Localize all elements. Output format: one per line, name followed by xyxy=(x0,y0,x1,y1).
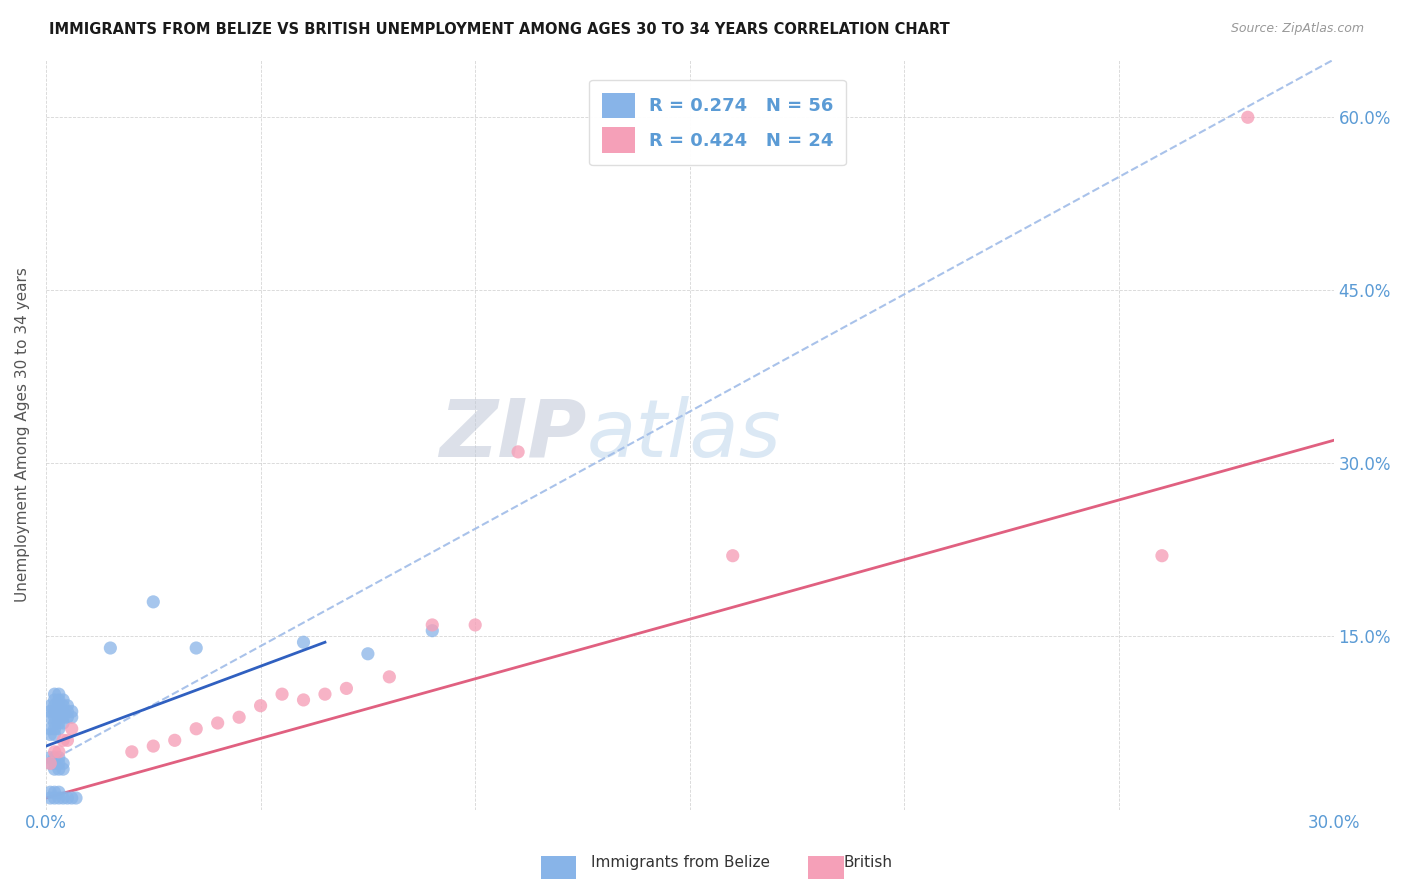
Point xyxy=(44,705,66,719)
Point xyxy=(420,618,443,632)
Point xyxy=(207,716,229,731)
Point xyxy=(56,733,79,747)
Point xyxy=(44,785,66,799)
Legend: R = 0.274   N = 56, R = 0.424   N = 24: R = 0.274 N = 56, R = 0.424 N = 24 xyxy=(589,80,846,165)
Point xyxy=(60,710,83,724)
Point xyxy=(48,756,70,771)
Point xyxy=(52,716,75,731)
Point xyxy=(48,762,70,776)
Point xyxy=(39,756,62,771)
Point xyxy=(39,785,62,799)
Point xyxy=(48,716,70,731)
Point xyxy=(420,624,443,638)
Point xyxy=(39,710,62,724)
Point xyxy=(39,791,62,805)
Point xyxy=(39,727,62,741)
Point xyxy=(56,698,79,713)
Point xyxy=(48,750,70,764)
Point xyxy=(39,750,62,764)
Point xyxy=(48,785,70,799)
Point xyxy=(48,693,70,707)
Point xyxy=(44,791,66,805)
Point xyxy=(44,727,66,741)
Point xyxy=(721,549,744,563)
Point xyxy=(249,698,271,713)
Point xyxy=(314,687,336,701)
Point xyxy=(98,640,121,655)
Point xyxy=(44,750,66,764)
Point xyxy=(52,733,75,747)
Point xyxy=(52,705,75,719)
Point xyxy=(39,705,62,719)
Point xyxy=(48,698,70,713)
Point xyxy=(48,687,70,701)
Point xyxy=(52,791,75,805)
Point xyxy=(44,710,66,724)
Point xyxy=(60,722,83,736)
Point xyxy=(48,705,70,719)
Point xyxy=(44,716,66,731)
Point xyxy=(48,710,70,724)
Point xyxy=(60,791,83,805)
Point xyxy=(52,762,75,776)
Text: atlas: atlas xyxy=(586,395,782,474)
Text: IMMIGRANTS FROM BELIZE VS BRITISH UNEMPLOYMENT AMONG AGES 30 TO 34 YEARS CORRELA: IMMIGRANTS FROM BELIZE VS BRITISH UNEMPL… xyxy=(49,22,950,37)
Point xyxy=(52,710,75,724)
Point xyxy=(44,756,66,771)
Point xyxy=(48,791,70,805)
Text: ZIP: ZIP xyxy=(440,395,586,474)
Point xyxy=(39,698,62,713)
Point xyxy=(508,445,530,459)
Point xyxy=(44,687,66,701)
Point xyxy=(228,710,250,724)
Point xyxy=(186,640,208,655)
Point xyxy=(56,710,79,724)
Point xyxy=(44,762,66,776)
Point xyxy=(121,745,143,759)
Point xyxy=(48,745,70,759)
Point xyxy=(378,670,401,684)
Point xyxy=(39,756,62,771)
Text: British: British xyxy=(844,855,893,870)
Point xyxy=(464,618,486,632)
Point xyxy=(60,705,83,719)
Point xyxy=(142,595,165,609)
Point xyxy=(44,698,66,713)
Y-axis label: Unemployment Among Ages 30 to 34 years: Unemployment Among Ages 30 to 34 years xyxy=(15,267,30,602)
Point xyxy=(1150,549,1173,563)
Point xyxy=(56,705,79,719)
Point xyxy=(52,693,75,707)
Point xyxy=(357,647,380,661)
Point xyxy=(52,698,75,713)
Point xyxy=(44,722,66,736)
Point xyxy=(56,791,79,805)
Point xyxy=(39,722,62,736)
Point xyxy=(186,722,208,736)
Point xyxy=(292,635,315,649)
Point xyxy=(292,693,315,707)
Point xyxy=(44,693,66,707)
Point xyxy=(142,739,165,753)
Point xyxy=(1236,110,1258,124)
Point xyxy=(65,791,87,805)
Text: Immigrants from Belize: Immigrants from Belize xyxy=(591,855,769,870)
Text: Source: ZipAtlas.com: Source: ZipAtlas.com xyxy=(1230,22,1364,36)
Point xyxy=(52,756,75,771)
Point xyxy=(271,687,294,701)
Point xyxy=(335,681,357,696)
Point xyxy=(44,745,66,759)
Point xyxy=(163,733,186,747)
Point xyxy=(48,722,70,736)
